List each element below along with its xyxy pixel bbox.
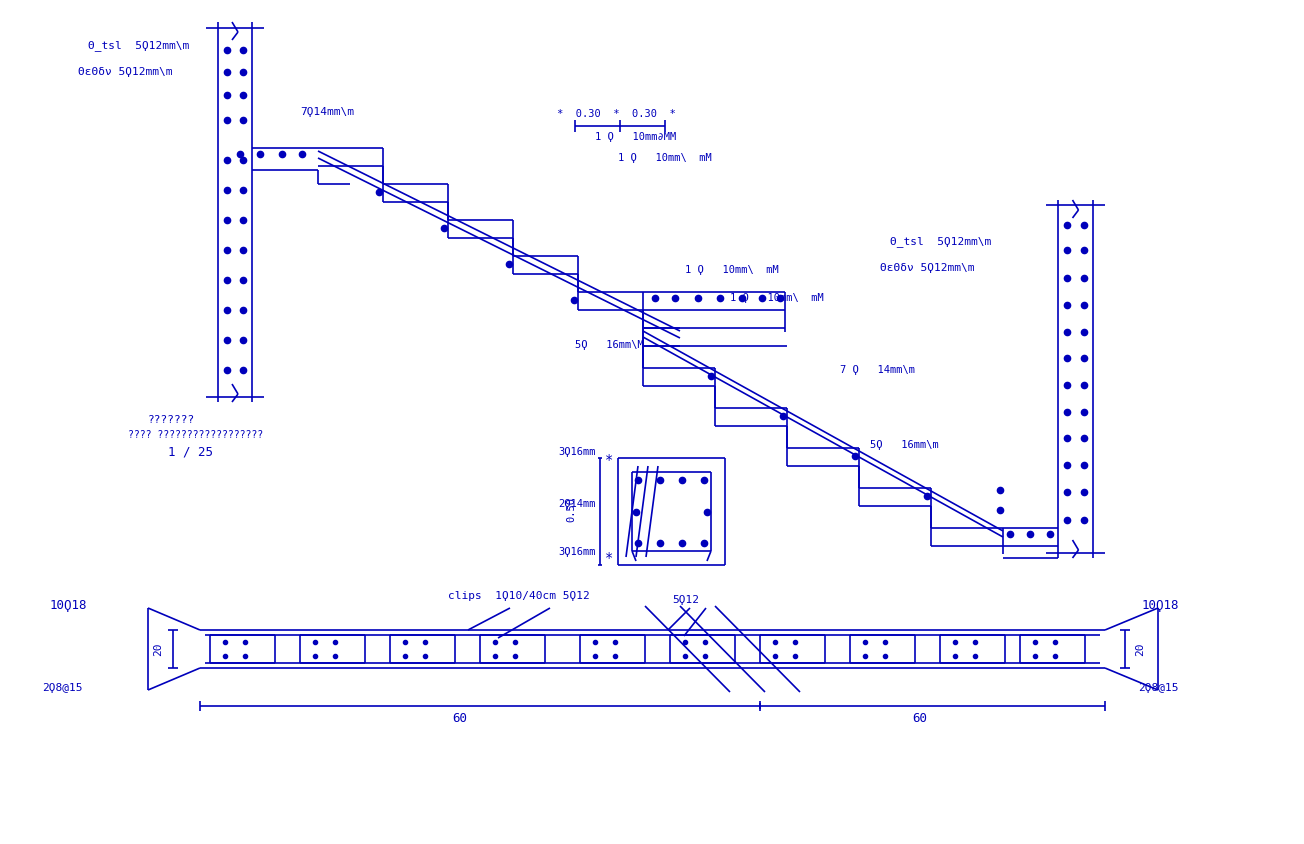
Text: Θ_tsl  5Ϙ12mm\m: Θ_tsl 5Ϙ12mm\m [87,41,189,51]
Text: 7 Ϙ   14mm\m: 7 Ϙ 14mm\m [840,365,915,375]
Text: 10Ϙ18: 10Ϙ18 [50,599,87,613]
Text: 2Ϙ8@15: 2Ϙ8@15 [1138,683,1179,693]
Text: *: * [605,453,613,467]
Text: 3Ϙ16mm: 3Ϙ16mm [558,447,596,457]
Text: ΘεΘδν 5Ϙ12mm\m: ΘεΘδν 5Ϙ12mm\m [880,263,974,273]
Text: 5Ϙ12: 5Ϙ12 [672,595,699,605]
Text: 20: 20 [153,642,163,656]
Text: 0.50: 0.50 [566,497,576,522]
Text: 60: 60 [452,711,468,724]
Text: 10Ϙ18: 10Ϙ18 [1142,599,1180,613]
Text: 1 Ϙ   10mm\  mΜ: 1 Ϙ 10mm\ mΜ [685,265,778,275]
Text: 5Ϙ   16mm\m: 5Ϙ 16mm\m [870,440,939,450]
Text: *  0.30  *  0.30  *: * 0.30 * 0.30 * [557,109,675,119]
Text: ???? ??????????????????: ???? ?????????????????? [128,430,263,440]
Text: 60: 60 [913,711,927,724]
Text: 1 Ϙ   10mm\  mΜ: 1 Ϙ 10mm\ mΜ [730,293,824,303]
Text: 1 Ϙ   10mm\  mΜ: 1 Ϙ 10mm\ mΜ [618,153,712,163]
Text: 5Ϙ   16mm\Μ: 5Ϙ 16mm\Μ [575,340,644,350]
Text: 20: 20 [1134,642,1145,656]
Text: Θ_tsl  5Ϙ12mm\m: Θ_tsl 5Ϙ12mm\m [891,236,991,247]
Text: clips  1Ϙ10/40cm 5Ϙ12: clips 1Ϙ10/40cm 5Ϙ12 [449,591,589,601]
Text: 1 / 25: 1 / 25 [168,446,213,458]
Text: 7Ϙ14mm\m: 7Ϙ14mm\m [300,107,353,117]
Text: 1 Ϙ   10mm∂ΜM: 1 Ϙ 10mm∂ΜM [595,132,677,142]
Text: ΘεΘδν 5Ϙ12mm\m: ΘεΘδν 5Ϙ12mm\m [78,67,172,77]
Text: 2Ϙ14mm: 2Ϙ14mm [558,499,596,509]
Text: ???????: ??????? [147,415,196,425]
Text: *: * [605,551,613,565]
Text: 2Ϙ8@15: 2Ϙ8@15 [42,683,82,693]
Text: 3Ϙ16mm: 3Ϙ16mm [558,547,596,557]
